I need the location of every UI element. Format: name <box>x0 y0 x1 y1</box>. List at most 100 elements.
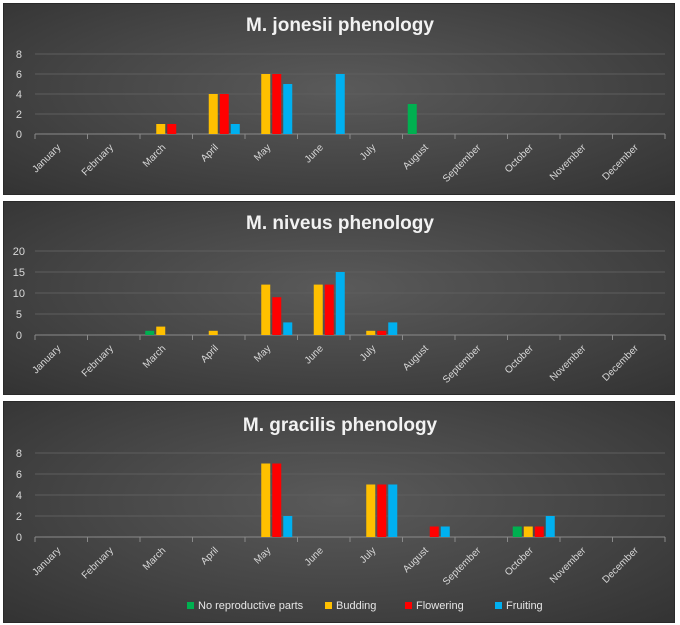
chart-panel-jonesii: M. jonesii phenology 0 2 4 6 8 January February… <box>3 3 675 195</box>
chart-title: M. gracilis phenology <box>243 415 438 436</box>
bar-budding-july <box>366 484 376 537</box>
x-tick-label: February <box>80 343 116 379</box>
bar-budding-may <box>261 284 271 335</box>
x-tick-label: November <box>548 142 589 183</box>
legend-label-budding: Budding <box>336 600 376 612</box>
x-tick-label: January <box>30 343 63 376</box>
legend-swatch-fruiting <box>495 602 502 609</box>
x-tick-label: March <box>141 343 168 370</box>
chart-title: M. niveus phenology <box>246 213 434 234</box>
x-tick-label: June <box>303 545 326 568</box>
bar-fruiting-may <box>283 322 293 335</box>
bar-budding-march <box>156 326 166 335</box>
x-tick-label: September <box>441 545 484 588</box>
bar-flowering-march <box>167 124 177 134</box>
bar-budding-march <box>156 124 166 134</box>
bar-flowering-june <box>324 284 334 335</box>
y-tick-label: 0 <box>16 330 22 342</box>
bar-flowering-may <box>272 297 282 335</box>
bar-budding-april <box>208 330 218 335</box>
bar-no-reproductive-parts-march <box>145 330 155 335</box>
x-tick-label: December <box>600 343 641 384</box>
x-tick-label: May <box>252 142 273 163</box>
x-tick-label: March <box>141 142 168 169</box>
bar-flowering-july <box>377 330 387 335</box>
y-tick-label: 0 <box>16 532 22 544</box>
chart-svg-0: M. jonesii phenology 0 2 4 6 8 January February… <box>16 15 666 185</box>
chart-svg-2: M. gracilis phenology 0 2 4 6 8 January Februar… <box>16 415 666 612</box>
x-tick-label: June <box>303 343 326 366</box>
bar-fruiting-october <box>545 516 555 537</box>
x-tick-label: October <box>503 343 536 376</box>
x-tick-label: February <box>80 142 116 178</box>
legend-swatch-budding <box>325 602 332 609</box>
y-tick-label: 2 <box>16 511 22 523</box>
x-tick-label: September <box>441 343 484 386</box>
x-tick-label: July <box>358 343 378 363</box>
bar-flowering-may <box>272 463 282 537</box>
bar-flowering-april <box>219 94 229 134</box>
x-tick-label: July <box>358 545 378 565</box>
bar-flowering-august <box>429 526 439 537</box>
bar-budding-june <box>313 284 323 335</box>
chart-svg-1: M. niveus phenology 0 5 10 15 20 January Februa… <box>13 213 666 386</box>
y-tick-label: 10 <box>13 288 25 300</box>
chart-title: M. jonesii phenology <box>246 15 434 36</box>
legend-label-no-reproductive-parts: No reproductive parts <box>198 600 304 612</box>
bar-fruiting-june <box>335 272 345 335</box>
bar-fruiting-july <box>388 322 398 335</box>
x-tick-label: October <box>503 142 536 175</box>
x-tick-label: February <box>80 545 116 581</box>
legend-label-flowering: Flowering <box>416 600 464 612</box>
x-tick-label: November <box>548 545 589 586</box>
y-tick-label: 5 <box>16 309 22 321</box>
x-tick-label: June <box>303 142 326 165</box>
legend-swatch-no-reproductive-parts <box>187 602 194 609</box>
y-tick-label: 2 <box>16 109 22 121</box>
bar-budding-may <box>261 74 271 134</box>
x-tick-label: April <box>199 343 221 365</box>
bar-budding-may <box>261 463 271 537</box>
x-tick-label: January <box>30 545 63 578</box>
bar-budding-april <box>208 94 218 134</box>
x-tick-label: March <box>141 545 168 572</box>
bar-budding-october <box>523 526 533 537</box>
bar-flowering-july <box>377 484 387 537</box>
y-tick-label: 6 <box>16 469 22 481</box>
y-tick-label: 0 <box>16 129 22 141</box>
bar-no-reproductive-parts-august <box>407 104 417 134</box>
y-tick-label: 4 <box>16 490 22 502</box>
x-tick-label: May <box>252 343 273 364</box>
x-tick-label: August <box>401 545 431 575</box>
y-tick-label: 20 <box>13 246 25 258</box>
y-tick-label: 8 <box>16 49 22 61</box>
chart-panel-gracilis: M. gracilis phenology 0 2 4 6 8 January Februar… <box>3 401 675 623</box>
x-tick-label: September <box>441 142 484 185</box>
x-tick-label: December <box>600 142 641 183</box>
y-tick-label: 15 <box>13 267 25 279</box>
x-tick-label: April <box>199 142 221 164</box>
legend-label-fruiting: Fruiting <box>506 600 543 612</box>
x-tick-label: August <box>401 343 431 373</box>
bar-fruiting-may <box>283 84 293 134</box>
x-tick-label: January <box>30 142 63 175</box>
x-tick-label: November <box>548 343 589 384</box>
y-tick-label: 8 <box>16 448 22 460</box>
bar-fruiting-july <box>388 484 398 537</box>
x-tick-label: July <box>358 142 378 162</box>
bar-fruiting-august <box>440 526 450 537</box>
bar-fruiting-april <box>230 124 240 134</box>
bar-fruiting-may <box>283 516 293 537</box>
legend-swatch-flowering <box>405 602 412 609</box>
x-tick-label: August <box>401 142 431 172</box>
y-tick-label: 4 <box>16 89 22 101</box>
x-tick-label: October <box>503 545 536 578</box>
y-tick-label: 6 <box>16 69 22 81</box>
bar-budding-july <box>366 330 376 335</box>
bar-flowering-october <box>534 526 544 537</box>
bar-fruiting-june <box>335 74 345 134</box>
x-tick-label: May <box>252 545 273 566</box>
x-tick-label: December <box>600 545 641 586</box>
bar-flowering-may <box>272 74 282 134</box>
bar-no-reproductive-parts-october <box>512 526 522 537</box>
